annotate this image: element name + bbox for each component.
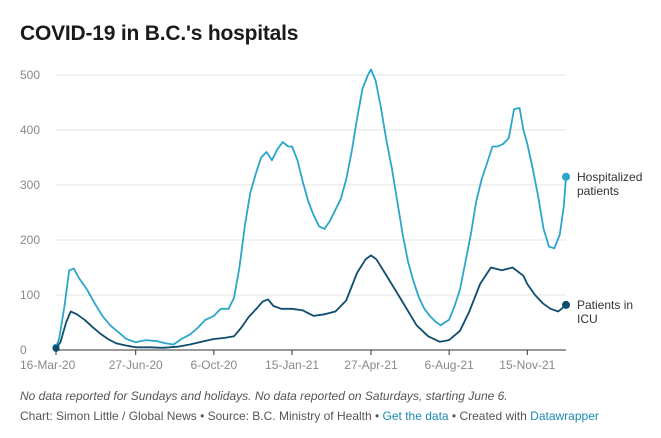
series-label-line: Patients in — [577, 298, 633, 312]
series-label-line: Hospitalized — [577, 170, 642, 184]
datawrapper-link[interactable]: Datawrapper — [530, 409, 599, 423]
series-line-hospitalized — [55, 68, 567, 348]
series-lines — [52, 68, 570, 352]
y-tick-label: 300 — [20, 178, 40, 192]
chart-title: COVID-19 in B.C.'s hospitals — [20, 22, 299, 45]
x-tick-label: 16-Mar-20 — [20, 358, 76, 372]
x-axis-ticks: 16-Mar-20 27-Jun-20 6-Oct-20 15-Jan-21 27-Ap… — [20, 350, 556, 372]
series-end-point-icu — [562, 300, 570, 309]
y-tick-label: 500 — [20, 68, 40, 82]
series-label-hospitalized: Hospitalized patients — [577, 170, 642, 198]
x-tick-label: 27-Apr-21 — [344, 358, 398, 372]
y-tick-label: 100 — [20, 288, 40, 302]
x-tick-label: 6-Aug-21 — [424, 358, 474, 372]
x-tick-label: 15-Nov-21 — [499, 358, 555, 372]
chart-credits: Chart: Simon Little / Global News • Sour… — [20, 409, 599, 423]
grid-lines — [56, 74, 566, 351]
series-end-point-hospitalized — [562, 172, 570, 181]
series-labels: Hospitalized patients Patients in ICU — [577, 170, 642, 326]
series-line-icu — [55, 254, 567, 349]
series-label-line: ICU — [577, 312, 598, 326]
series-label-line: patients — [577, 184, 619, 198]
credits-mid: • Created with — [448, 409, 531, 423]
series-start-point-icu — [52, 344, 60, 352]
x-tick-label: 6-Oct-20 — [191, 358, 238, 372]
y-tick-label: 400 — [20, 123, 40, 137]
chart-notes: No data reported for Sundays and holiday… — [20, 389, 508, 403]
y-tick-label: 0 — [20, 343, 27, 357]
credits-source: Chart: Simon Little / Global News • Sour… — [20, 409, 383, 423]
get-data-link[interactable]: Get the data — [382, 409, 449, 423]
series-label-icu: Patients in ICU — [577, 298, 633, 326]
x-tick-label: 15-Jan-21 — [265, 358, 319, 372]
y-axis-ticks: 0 100 200 300 400 500 — [20, 68, 40, 357]
x-tick-label: 27-Jun-20 — [109, 358, 163, 372]
y-tick-label: 200 — [20, 233, 40, 247]
